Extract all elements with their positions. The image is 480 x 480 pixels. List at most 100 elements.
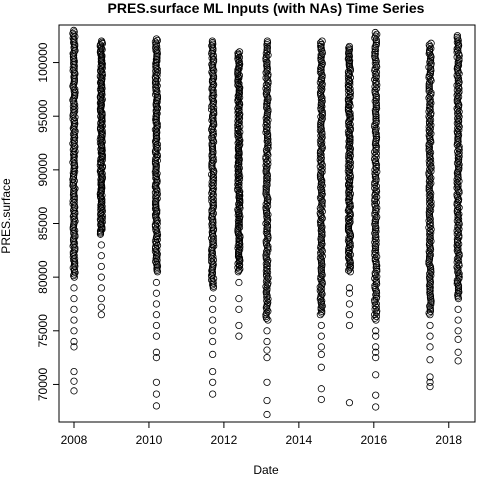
data-point [264,51,272,59]
data-point [427,174,435,182]
data-point [372,354,380,362]
data-point [345,191,353,199]
data-point [318,80,326,88]
data-point [344,153,353,161]
data-point [236,243,244,251]
data-point [153,262,162,270]
data-point [346,163,354,171]
data-point [345,311,354,319]
data-point [316,163,324,171]
data-point [370,155,379,163]
data-point [152,142,160,150]
data-point [209,305,217,313]
data-point [262,267,270,275]
data-point [371,166,379,174]
data-point [372,146,380,154]
data-point [263,262,271,270]
data-point [318,176,326,185]
data-point [152,35,161,43]
data-point [426,95,434,104]
data-point [263,221,272,229]
data-point [97,284,105,292]
data-point [209,378,217,386]
data-point [426,176,434,184]
data-point [371,229,379,237]
data-point [153,71,161,80]
data-point [263,83,272,91]
data-point [317,169,325,178]
data-point [152,192,161,200]
data-point [318,164,326,173]
data-point [318,161,326,169]
data-point [454,335,462,343]
data-point [317,332,325,340]
data-point [316,173,325,181]
data-point [425,254,434,262]
data-point [346,212,354,221]
data-point [234,124,242,132]
data-point [235,234,243,243]
data-point [234,211,242,219]
data-point [152,124,161,132]
data-point [317,321,325,330]
data-point [152,83,160,91]
data-point [373,253,381,261]
data-point [425,41,433,49]
data-point [262,209,271,217]
data-point [235,214,243,222]
data-point [455,142,463,151]
data-point [371,209,379,217]
data-point [318,114,326,123]
data-point [372,131,380,140]
data-point [454,305,462,313]
data-point [153,42,161,50]
data-point [372,77,380,85]
data-point [152,354,161,362]
data-point [152,47,160,55]
data-point [371,296,379,304]
data-point [317,83,325,92]
data-point [317,140,325,148]
data-point [262,121,270,129]
data-point [455,93,463,101]
data-point [264,307,272,315]
data-point [153,235,161,244]
data-point [262,84,270,93]
data-point [345,399,354,407]
data-point [346,81,354,89]
data-point [263,97,271,105]
data-point [425,48,434,56]
data-point [372,32,380,40]
data-point [346,262,354,270]
data-point [153,215,161,223]
data-point [345,238,353,246]
data-point [371,251,379,259]
data-point [371,28,379,37]
data-point [208,42,216,50]
data-point [453,159,462,167]
data-point [317,292,325,300]
data-point [97,303,105,311]
data-point [318,297,326,305]
data-point [264,70,272,79]
data-point [346,200,354,208]
data-point [426,101,434,109]
data-point [236,60,244,68]
data-point [152,300,161,308]
data-point [234,174,242,182]
data-point [372,182,380,190]
data-point [152,289,161,297]
data-point [235,154,243,162]
data-point [371,106,379,114]
data-point [262,69,270,77]
data-point [372,36,380,44]
data-point [317,183,325,191]
y-axis-label: PRES.surface [0,178,13,254]
data-point [427,60,435,68]
data-point [372,160,381,169]
x-tick-label: 2012 [211,433,238,447]
data-point [97,273,105,281]
data-point [236,172,244,180]
data-point [317,242,325,250]
data-point [372,103,380,111]
